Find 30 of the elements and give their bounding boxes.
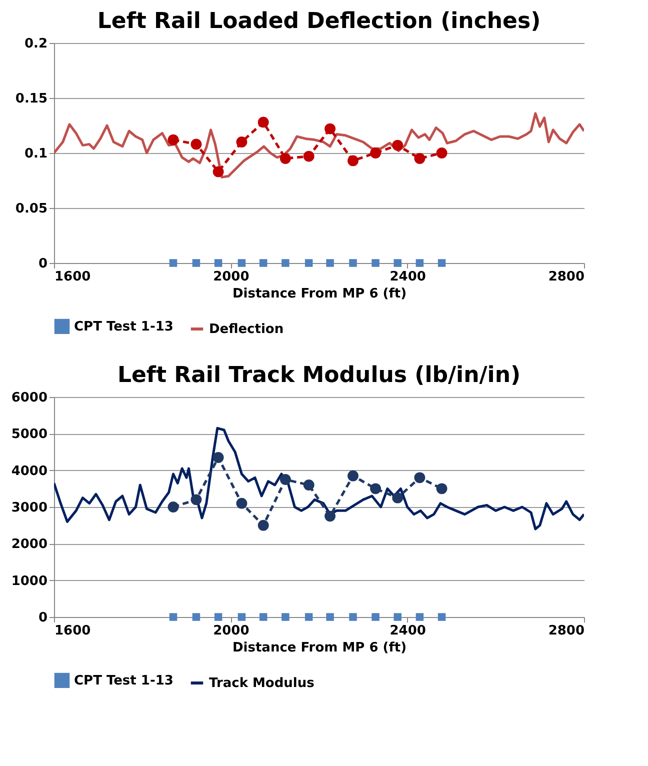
line-series [54,426,584,530]
chart-title: Left Rail Loaded Deflection (inches) [97,9,541,34]
y-tick-label: 0.1 [24,146,48,162]
x-axis-title: Distance From MP 6 (ft) [232,640,407,656]
y-tick-label: 6000 [11,390,48,406]
y-tick-label: 0 [38,256,48,272]
line-series [54,112,584,178]
x-tick-label: 2800 [548,624,584,638]
x-axis-title: Distance From MP 6 (ft) [232,286,407,302]
y-tick-label: 3000 [11,500,48,516]
legend-label: Deflection [209,322,284,337]
y-tick-label: 5000 [11,427,48,442]
y-tick-label: 1000 [11,574,48,589]
legend-label: CPT Test 1-13 [74,319,174,334]
x-tick-label: 1600 [54,270,91,284]
legend-label: Track Modulus [209,676,315,691]
x-tick-label: 2000 [213,624,250,638]
y-tick-label: 0.15 [15,92,48,106]
x-tick-label: 2800 [548,270,584,284]
y-tick-label: 0 [38,610,48,626]
x-tick-label: 1600 [54,624,91,638]
legend-label: CPT Test 1-13 [74,673,174,688]
y-tick-label: 2000 [11,537,48,552]
x-tick-label: 2400 [390,270,426,284]
chart-title: Left Rail Track Modulus (lb/in/in) [117,363,521,388]
x-tick-label: 2000 [213,270,250,284]
y-tick-label: 4000 [11,464,48,479]
x-tick-label: 2400 [390,624,426,638]
y-tick-label: 0.05 [15,202,48,216]
y-tick-label: 0.2 [24,36,48,52]
